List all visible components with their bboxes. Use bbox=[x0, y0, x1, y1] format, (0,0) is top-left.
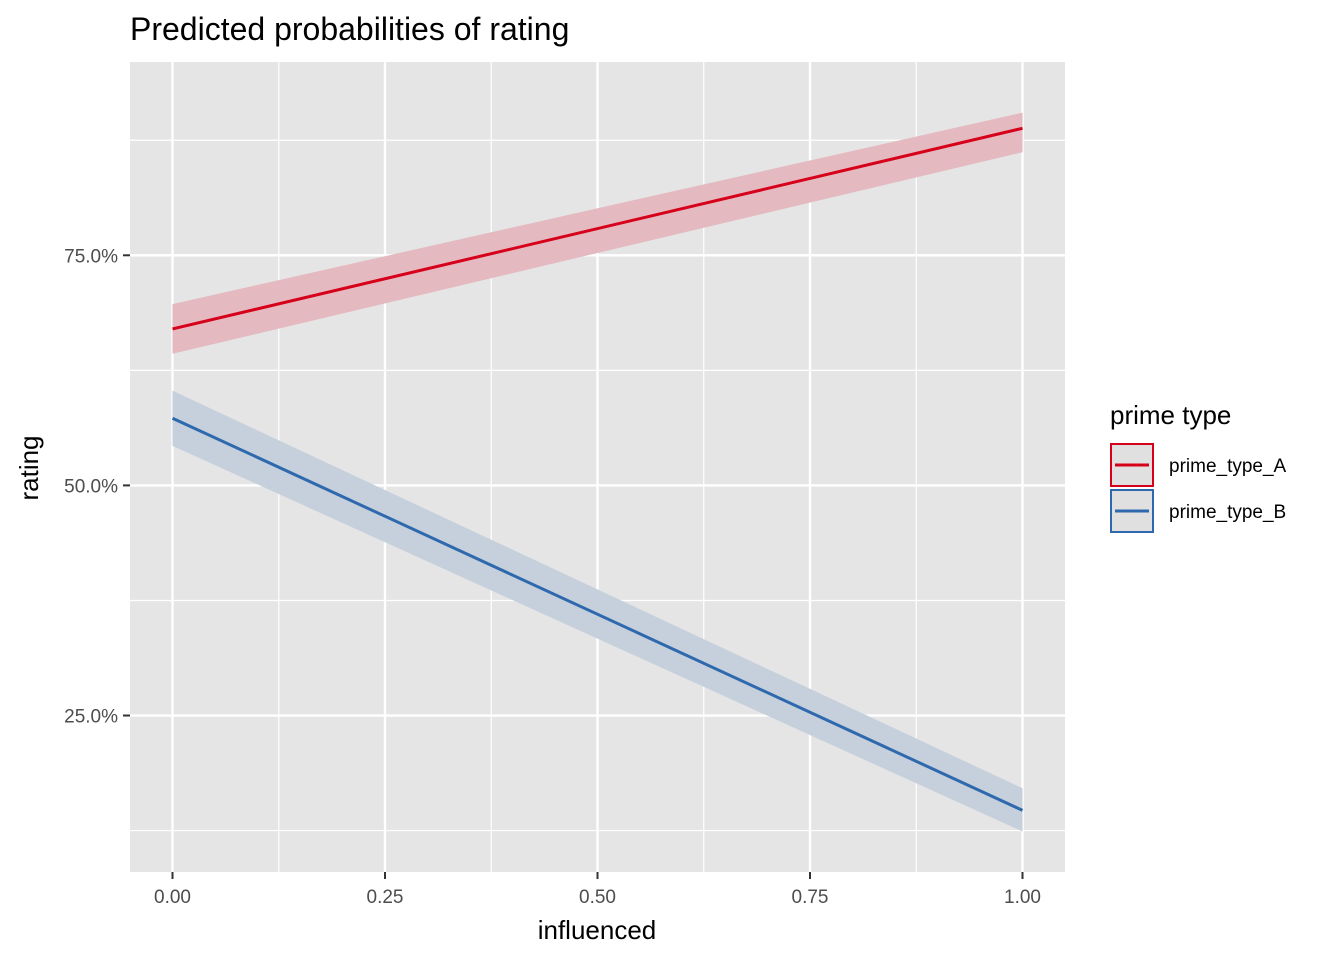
y-axis: 25.0% 50.0% 75.0% bbox=[64, 246, 130, 728]
y-tick-label: 25.0% bbox=[64, 707, 118, 728]
x-axis: 0.00 0.25 0.50 0.75 1.00 bbox=[154, 872, 1041, 908]
x-tick-label: 1.00 bbox=[1004, 887, 1041, 908]
legend-item: prime_type_A bbox=[1110, 443, 1287, 487]
plot-panel bbox=[130, 62, 1065, 872]
y-tick-label: 75.0% bbox=[64, 246, 118, 267]
y-tick-label: 50.0% bbox=[64, 476, 118, 497]
legend-label: prime_type_A bbox=[1169, 456, 1287, 477]
chart-title: Predicted probabilities of rating bbox=[130, 11, 569, 47]
y-axis-title: rating bbox=[14, 435, 44, 500]
x-tick-label: 0.75 bbox=[792, 887, 829, 908]
x-axis-title: influenced bbox=[538, 915, 657, 945]
legend-label: prime_type_B bbox=[1169, 502, 1286, 523]
confidence-band-prime_type_B bbox=[172, 390, 1023, 832]
series-line-prime_type_A bbox=[172, 126, 1023, 331]
confidence-band-prime_type_A bbox=[172, 112, 1023, 354]
legend: prime type prime_type_A prime_type_B bbox=[1110, 400, 1287, 533]
legend-item: prime_type_B bbox=[1110, 489, 1286, 533]
legend-title: prime type bbox=[1110, 400, 1231, 430]
x-tick-label: 0.25 bbox=[367, 887, 404, 908]
series-line-prime_type_B bbox=[171, 416, 1024, 812]
x-tick-label: 0.00 bbox=[154, 887, 191, 908]
x-tick-label: 0.50 bbox=[579, 887, 616, 908]
